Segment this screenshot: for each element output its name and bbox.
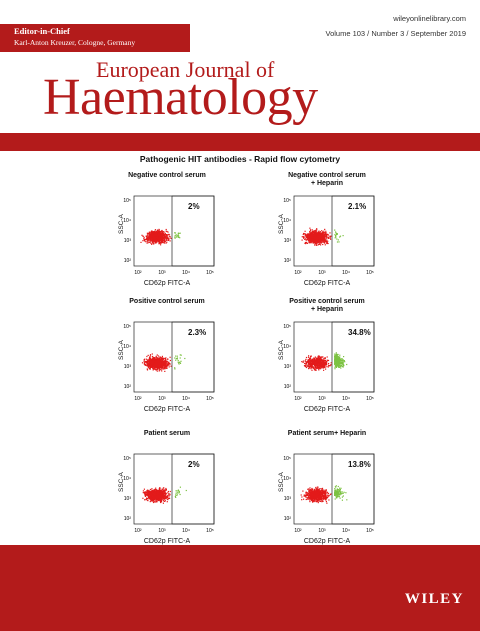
x-tick-label: 10² xyxy=(294,396,302,402)
x-tick-label: 10³ xyxy=(318,528,326,534)
flow-panel: Positive control serum + Heparin 10² 10³ 10⁴… xyxy=(252,298,402,426)
event-cloud xyxy=(302,228,344,246)
figure-title: Pathogenic HIT antibodies - Rapid flow c… xyxy=(0,154,480,164)
event-cloud xyxy=(142,487,187,504)
y-tick-label: 10⁵ xyxy=(123,324,131,330)
y-tick-label: 10³ xyxy=(124,364,132,370)
x-tick-label: 10² xyxy=(294,528,302,534)
publisher-logo: WILEY xyxy=(405,591,464,608)
y-tick-label: 10³ xyxy=(124,238,132,244)
y-tick-label: 10² xyxy=(284,384,292,390)
x-tick-label: 10⁵ xyxy=(206,528,214,534)
y-tick-label: 10⁵ xyxy=(283,198,291,204)
flow-panel: Negative control serum 10² 10³ 10⁴ 10⁵ 10² 10³… xyxy=(92,172,242,300)
positive-percent: 2% xyxy=(188,460,200,469)
y-axis-label: SSC-A xyxy=(278,472,285,492)
scatter-plot: 10² 10³ 10⁴ 10⁵ 10² 10³ 10⁴ 10⁵ xyxy=(92,172,242,280)
x-tick-label: 10⁴ xyxy=(182,528,190,534)
y-tick-label: 10² xyxy=(284,258,292,264)
top-red-band xyxy=(0,133,480,151)
plot-frame xyxy=(134,454,214,524)
x-tick-label: 10⁴ xyxy=(342,396,350,402)
x-tick-label: 10⁵ xyxy=(366,396,374,402)
y-tick-label: 10² xyxy=(284,516,292,522)
x-tick-label: 10³ xyxy=(318,270,326,276)
y-tick-label: 10³ xyxy=(284,238,292,244)
y-tick-label: 10³ xyxy=(284,496,292,502)
website-link[interactable]: wileyonlinelibrary.com xyxy=(393,14,466,23)
y-tick-label: 10⁵ xyxy=(123,456,131,462)
plot-frame xyxy=(134,196,214,266)
x-tick-label: 10⁴ xyxy=(182,396,190,402)
y-tick-label: 10² xyxy=(124,516,132,522)
x-tick-label: 10³ xyxy=(158,270,166,276)
event-cloud xyxy=(301,352,347,371)
y-tick-label: 10⁵ xyxy=(283,456,291,462)
x-tick-label: 10² xyxy=(134,528,142,534)
x-tick-label: 10² xyxy=(134,270,142,276)
x-axis-label: CD62p FITC-A xyxy=(92,538,242,545)
positive-percent: 2.1% xyxy=(348,202,366,211)
x-tick-label: 10³ xyxy=(318,396,326,402)
editor-name: Karl-Anton Kreuzer, Cologne, Germany xyxy=(14,38,135,47)
y-axis-label: SSC-A xyxy=(118,472,125,492)
event-cloud xyxy=(140,229,180,246)
editor-title: Editor-in-Chief xyxy=(14,26,70,36)
flow-panel: Positive control serum 10² 10³ 10⁴ 10⁵ 10² 10³… xyxy=(92,298,242,426)
x-tick-label: 10⁵ xyxy=(206,270,214,276)
x-axis-label: CD62p FITC-A xyxy=(252,538,402,545)
editor-in-chief-box: Editor-in-Chief Karl-Anton Kreuzer, Colo… xyxy=(0,24,190,52)
positive-percent: 2.3% xyxy=(188,328,206,337)
y-axis-label: SSC-A xyxy=(118,340,125,360)
y-axis-label: SSC-A xyxy=(278,340,285,360)
scatter-plot: 10² 10³ 10⁴ 10⁵ 10² 10³ 10⁴ 10⁵ xyxy=(252,430,402,538)
x-tick-label: 10⁵ xyxy=(206,396,214,402)
journal-title-line2: Haematology xyxy=(43,68,318,127)
y-tick-label: 10³ xyxy=(124,496,132,502)
positive-percent: 13.8% xyxy=(348,460,371,469)
flow-panel: Negative control serum + Heparin 10² 10³ 10⁴… xyxy=(252,172,402,300)
x-tick-label: 10³ xyxy=(158,396,166,402)
y-tick-label: 10² xyxy=(124,384,132,390)
y-tick-label: 10² xyxy=(124,258,132,264)
event-cloud xyxy=(301,485,348,504)
flow-panel: Patient serum+ Heparin 10² 10³ 10⁴ 10⁵ 10² 10³… xyxy=(252,430,402,558)
x-tick-label: 10² xyxy=(294,270,302,276)
scatter-plot: 10² 10³ 10⁴ 10⁵ 10² 10³ 10⁴ 10⁵ xyxy=(252,298,402,406)
scatter-plot: 10² 10³ 10⁴ 10⁵ 10² 10³ 10⁴ 10⁵ xyxy=(92,298,242,406)
x-axis-label: CD62p FITC-A xyxy=(252,280,402,287)
flow-panel: Patient serum 10² 10³ 10⁴ 10⁵ 10² 10³ 10⁴ 10⁵ 2% C… xyxy=(92,430,242,558)
y-tick-label: 10⁵ xyxy=(283,324,291,330)
x-tick-label: 10⁵ xyxy=(366,528,374,534)
x-axis-label: CD62p FITC-A xyxy=(252,406,402,413)
event-cloud xyxy=(142,353,186,372)
x-axis-label: CD62p FITC-A xyxy=(92,406,242,413)
x-tick-label: 10³ xyxy=(158,528,166,534)
y-tick-label: 10⁵ xyxy=(123,198,131,204)
y-tick-label: 10³ xyxy=(284,364,292,370)
x-tick-label: 10⁴ xyxy=(182,270,190,276)
scatter-plot: 10² 10³ 10⁴ 10⁵ 10² 10³ 10⁴ 10⁵ xyxy=(252,172,402,280)
bottom-red-band xyxy=(0,545,480,631)
positive-percent: 2% xyxy=(188,202,200,211)
x-tick-label: 10² xyxy=(134,396,142,402)
y-axis-label: SSC-A xyxy=(118,214,125,234)
y-axis-label: SSC-A xyxy=(278,214,285,234)
x-tick-label: 10⁵ xyxy=(366,270,374,276)
x-axis-label: CD62p FITC-A xyxy=(92,280,242,287)
issue-info: Volume 103 / Number 3 / September 2019 xyxy=(325,29,466,38)
positive-percent: 34.8% xyxy=(348,328,371,337)
x-tick-label: 10⁴ xyxy=(342,528,350,534)
scatter-plot: 10² 10³ 10⁴ 10⁵ 10² 10³ 10⁴ 10⁵ xyxy=(92,430,242,538)
x-tick-label: 10⁴ xyxy=(342,270,350,276)
